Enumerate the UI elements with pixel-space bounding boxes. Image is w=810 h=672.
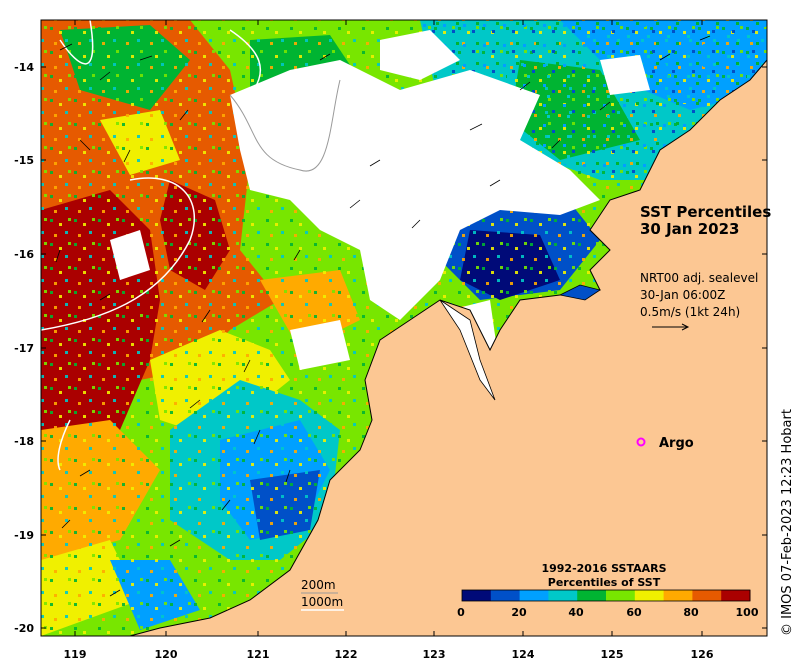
colorbar-title-2: Percentiles of SST <box>548 576 661 589</box>
current-time: 30-Jan 06:00Z <box>640 288 725 302</box>
contour-200m <box>229 79 341 172</box>
colorbar: 1992-2016 SSTAARS Percentiles of SST 0 2… <box>457 562 759 619</box>
colorbar-swatch <box>606 590 636 601</box>
contour-1000m <box>41 177 195 331</box>
colorbar-swatch <box>490 590 521 601</box>
land-mass <box>129 20 767 636</box>
x-tick-124: 124 <box>512 648 535 661</box>
colorbar-swatch <box>548 590 578 601</box>
scale-arrow-icon <box>652 323 690 331</box>
x-tick-121: 121 <box>247 648 270 661</box>
y-tick-20: -20 <box>14 622 34 635</box>
x-tick-119: 119 <box>64 648 87 661</box>
map-title: SST Percentiles <box>640 203 771 221</box>
x-tick-122: 122 <box>335 648 358 661</box>
y-tick-18: -18 <box>14 435 34 448</box>
x-tick-123: 123 <box>423 648 446 661</box>
axis-ticks <box>41 20 767 636</box>
colorbar-swatch <box>634 590 665 601</box>
colorbar-swatches <box>462 590 751 601</box>
current-vectors <box>55 35 711 597</box>
colorbar-swatch <box>462 590 492 601</box>
current-scale: 0.5m/s (1kt 24h) <box>640 305 740 319</box>
y-tick-15: -15 <box>14 154 34 167</box>
map-frame <box>40 19 768 637</box>
map-date: 30 Jan 2023 <box>640 220 739 238</box>
colorbar-tick-80: 80 <box>683 606 699 619</box>
contour-200m-label: 200m <box>301 578 336 592</box>
colorbar-swatch <box>577 590 607 601</box>
credit-text: © IMOS 07-Feb-2023 12:23 Hobart <box>780 409 795 636</box>
colorbar-title-1: 1992-2016 SSTAARS <box>541 562 666 575</box>
x-tick-126: 126 <box>691 648 714 661</box>
x-tick-125: 125 <box>601 648 624 661</box>
y-tick-14: -14 <box>14 61 34 74</box>
x-tick-120: 120 <box>155 648 178 661</box>
contour-1000m-label: 1000m <box>301 595 343 609</box>
colorbar-swatch <box>692 590 722 601</box>
cloud-mask <box>230 60 600 320</box>
colorbar-swatch <box>663 590 693 601</box>
colorbar-tick-60: 60 <box>626 606 642 619</box>
argo-label: Argo <box>659 436 694 451</box>
argo-marker-icon <box>636 437 646 447</box>
colorbar-tick-100: 100 <box>736 606 759 619</box>
colorbar-swatch <box>519 590 549 601</box>
y-tick-17: -17 <box>14 342 34 355</box>
current-source: NRT00 adj. sealevel <box>640 271 758 285</box>
colorbar-tick-0: 0 <box>457 606 465 619</box>
y-tick-19: -19 <box>14 529 34 542</box>
colorbar-tick-20: 20 <box>511 606 527 619</box>
colorbar-swatch <box>721 590 751 601</box>
colorbar-tick-40: 40 <box>568 606 584 619</box>
map-area <box>41 20 767 636</box>
y-tick-16: -16 <box>14 248 34 261</box>
